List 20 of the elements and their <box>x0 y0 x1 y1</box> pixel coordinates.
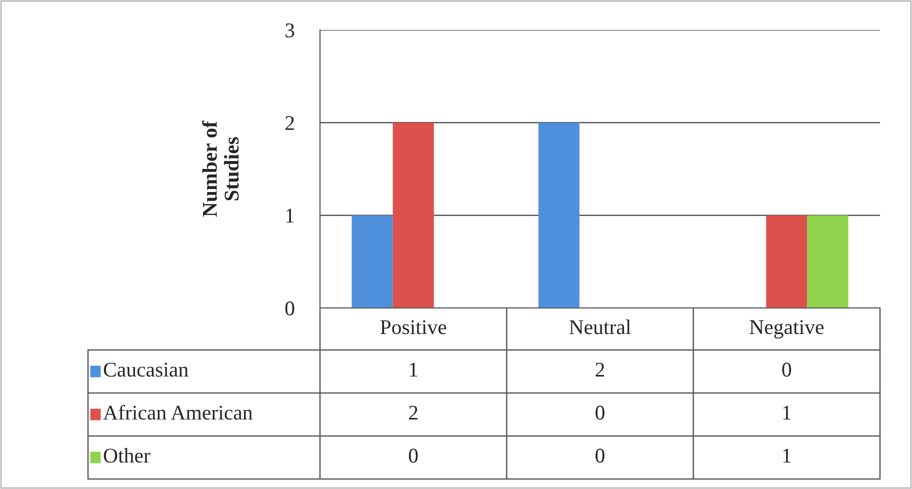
legend-label: Other <box>104 448 150 463</box>
legend-label: Caucasian <box>104 362 188 377</box>
data-label: 0 <box>596 448 604 463</box>
y-axis-title: Number of Studies <box>202 120 239 217</box>
data-label: 2 <box>409 406 418 420</box>
data-label: 0 <box>782 362 792 377</box>
data-label: 1 <box>783 406 791 420</box>
data-label: 1 <box>783 448 791 463</box>
y-tick-label: 2 <box>286 116 294 130</box>
y-tick-label: 0 <box>285 301 294 316</box>
x-tick-label: Negative <box>750 320 824 338</box>
data-label: 1 <box>410 362 418 377</box>
y-tick-label: 3 <box>286 23 294 38</box>
legend-label: African American <box>103 404 252 420</box>
x-tick-label: Neutral <box>569 320 631 334</box>
data-label: 0 <box>596 406 604 420</box>
x-tick-label: Positive <box>380 320 446 334</box>
y-tick-label: 1 <box>286 208 294 223</box>
data-label: 2 <box>596 362 604 377</box>
data-label: 0 <box>408 448 418 463</box>
